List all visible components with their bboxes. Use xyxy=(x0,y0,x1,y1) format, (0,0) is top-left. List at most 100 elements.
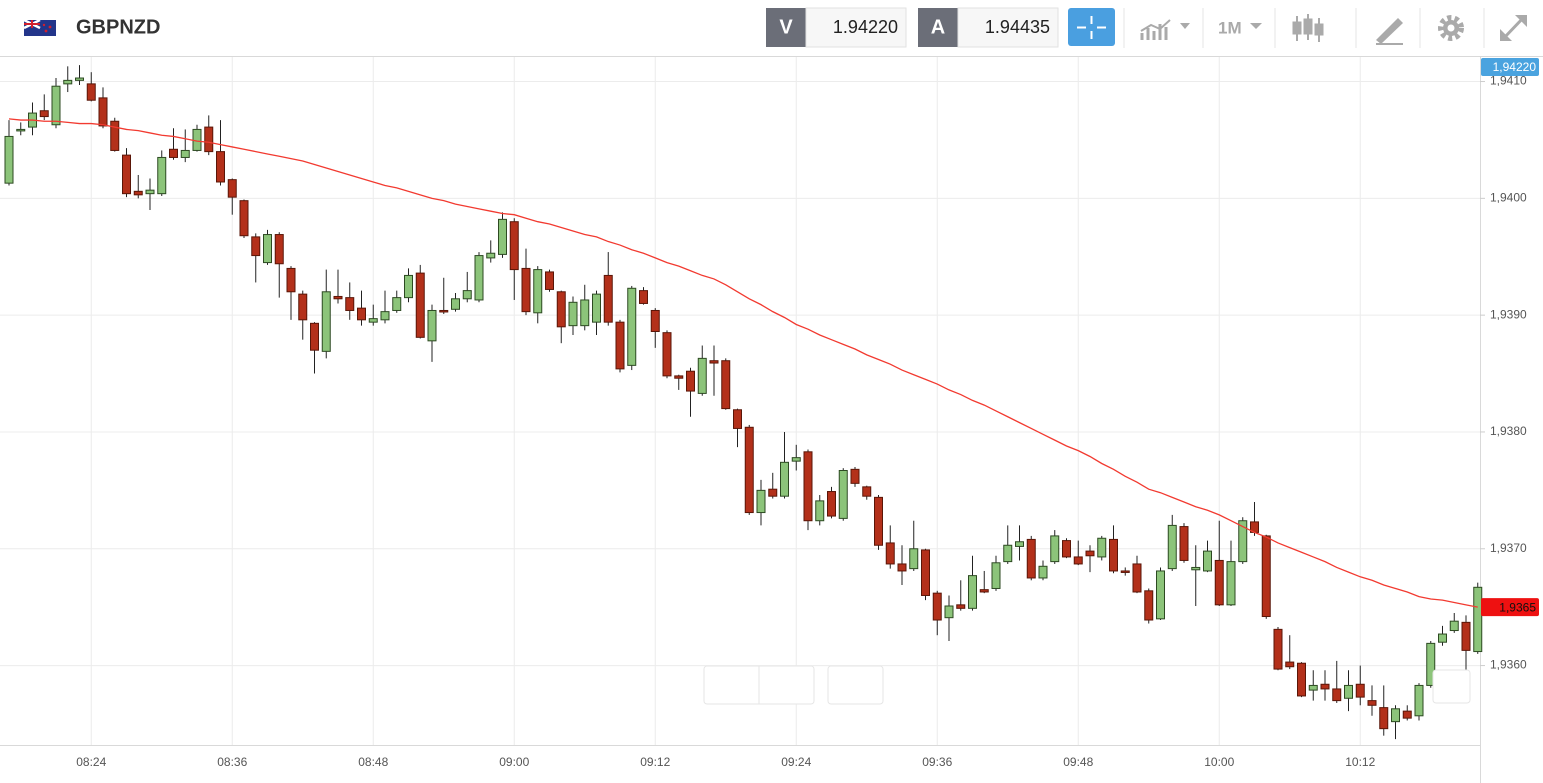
candle-body xyxy=(1226,561,1236,606)
candle-body xyxy=(1120,570,1130,573)
candle-body xyxy=(1391,708,1400,723)
candle-body xyxy=(1379,707,1389,730)
candle-body xyxy=(427,309,437,342)
candle-body xyxy=(1461,621,1471,651)
candle-body xyxy=(697,357,707,394)
candle-body xyxy=(1261,535,1271,618)
scroll-box[interactable] xyxy=(1432,669,1471,704)
candle-body xyxy=(1003,544,1013,563)
candle-body xyxy=(392,297,402,311)
y-tick-label: 1,9390 xyxy=(1490,307,1527,321)
x-tick-label: 09:36 xyxy=(922,755,952,769)
x-tick-label: 10:00 xyxy=(1204,755,1234,769)
candle-body xyxy=(451,298,460,310)
candle-body xyxy=(145,189,155,195)
chart-type-button[interactable] xyxy=(1140,19,1190,40)
candle-body xyxy=(674,375,684,379)
candle-body xyxy=(1414,684,1424,717)
candle-body xyxy=(39,110,49,118)
candle-body xyxy=(4,135,14,184)
candle-body xyxy=(885,542,895,565)
bid-label-box[interactable] xyxy=(766,8,806,47)
x-tick-label: 09:48 xyxy=(1063,755,1093,769)
x-tick-label: 09:00 xyxy=(499,755,529,769)
candle-body xyxy=(1449,620,1459,632)
candle-body xyxy=(592,293,601,323)
candle-body xyxy=(86,83,96,101)
candle-body xyxy=(756,489,766,514)
candle-body xyxy=(1320,683,1330,690)
candle-body xyxy=(768,488,778,497)
fullscreen-button[interactable] xyxy=(1500,15,1527,41)
moving-average-line xyxy=(8,118,1478,608)
x-tick-label: 08:24 xyxy=(76,755,106,769)
candle-body xyxy=(1015,541,1024,547)
candle-body xyxy=(509,221,519,271)
timeframe-caret xyxy=(1250,23,1262,29)
candle-body xyxy=(533,269,543,314)
candle-body xyxy=(180,149,190,158)
candle-body xyxy=(968,575,977,609)
drawing-tools-button[interactable] xyxy=(1376,18,1403,45)
bid-box[interactable] xyxy=(805,7,907,48)
candle-body xyxy=(498,218,507,255)
candle-body xyxy=(1132,563,1142,593)
price-label: 1,9365 xyxy=(1499,600,1536,614)
candle-body xyxy=(133,190,143,196)
candle-body xyxy=(286,267,296,293)
candle-body xyxy=(204,126,214,153)
plot-area: 1,9360 1,9370 1,9380 1,9390 1,9400 1,9410 08:2… xyxy=(0,57,1539,783)
candle-body xyxy=(979,589,989,593)
candle-body xyxy=(298,293,308,321)
timeframe-button[interactable]: 1M xyxy=(1218,18,1242,37)
candle-body xyxy=(16,128,26,132)
candle-body xyxy=(1438,633,1447,643)
ask-label-box[interactable] xyxy=(918,8,958,47)
candle-body xyxy=(838,470,848,519)
candle-body xyxy=(791,457,801,462)
candle-body xyxy=(944,605,954,619)
bid-label: V xyxy=(779,16,793,38)
candle-body xyxy=(721,360,731,410)
candle-body xyxy=(357,307,366,321)
candle-body xyxy=(239,200,249,237)
candle-body xyxy=(639,290,648,304)
candle-body xyxy=(545,271,554,290)
candle-body xyxy=(662,332,672,377)
candle-body xyxy=(439,309,449,313)
candle-body xyxy=(1426,642,1436,686)
candle-body xyxy=(956,604,966,609)
candle-body xyxy=(122,154,131,195)
candle-body xyxy=(1367,700,1377,706)
candle-body xyxy=(1038,565,1048,579)
settings-button[interactable] xyxy=(1438,15,1464,41)
candle-body xyxy=(486,252,496,259)
ask-box[interactable] xyxy=(957,7,1059,48)
candle-body xyxy=(1203,550,1212,572)
candle-body xyxy=(803,451,813,522)
candle-type-button[interactable] xyxy=(1292,14,1324,42)
candle-body xyxy=(75,77,84,81)
candle-body xyxy=(251,236,261,257)
candle-body xyxy=(733,409,742,429)
candle-body xyxy=(310,322,319,351)
candle-body xyxy=(1473,586,1483,653)
y-tick-label: 1,9360 xyxy=(1490,658,1527,672)
header-bar: GBPNZD V 1.94220 A 1.94435 1M xyxy=(0,0,1543,57)
zoom-box[interactable] xyxy=(827,665,884,705)
candle-body xyxy=(1285,661,1295,668)
candle-body xyxy=(521,267,531,313)
candle-body xyxy=(862,486,872,497)
price-label: 1,94220 xyxy=(1493,60,1537,74)
candle-body xyxy=(874,496,883,546)
candle-body xyxy=(380,311,390,321)
candle-body xyxy=(1073,556,1083,565)
candle-body xyxy=(227,179,237,198)
price-label-box xyxy=(1481,58,1539,76)
candle-body xyxy=(1214,559,1224,606)
crosshair-button[interactable] xyxy=(1068,8,1115,46)
candle-body xyxy=(615,321,625,370)
candle-body xyxy=(1191,566,1201,571)
candle-body xyxy=(1179,526,1189,561)
